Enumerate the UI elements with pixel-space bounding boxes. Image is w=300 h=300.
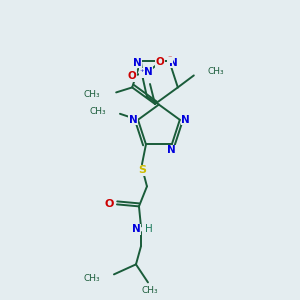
Text: O: O — [104, 200, 114, 209]
Text: CH₃: CH₃ — [142, 286, 158, 295]
Text: N: N — [129, 115, 137, 125]
Text: N: N — [133, 58, 141, 68]
Text: CH₃: CH₃ — [83, 274, 100, 283]
Text: N: N — [144, 67, 152, 77]
Text: CH₃: CH₃ — [208, 67, 224, 76]
Text: N: N — [169, 58, 178, 68]
Text: N: N — [132, 224, 140, 234]
Text: O: O — [156, 57, 164, 67]
Text: H: H — [145, 224, 153, 234]
Text: O: O — [128, 71, 136, 81]
Text: CH₃: CH₃ — [83, 90, 100, 99]
Text: ⁺: ⁺ — [140, 68, 144, 77]
Text: ⁻: ⁻ — [168, 53, 172, 62]
Text: S: S — [138, 165, 146, 176]
Text: CH₃: CH₃ — [89, 107, 106, 116]
Text: N: N — [182, 115, 190, 125]
Text: N: N — [167, 146, 176, 155]
